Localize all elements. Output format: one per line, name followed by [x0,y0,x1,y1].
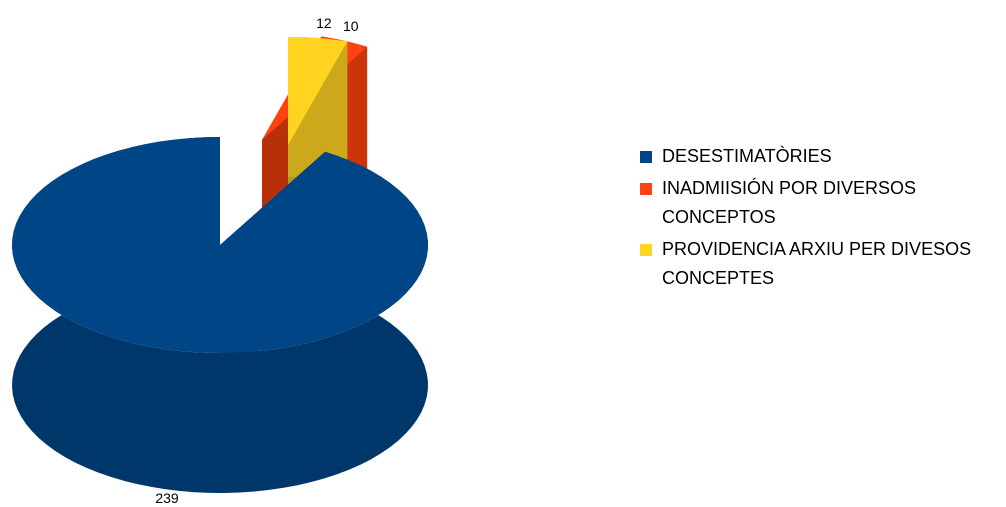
value-label: 10 [343,18,359,34]
value-label: 12 [316,15,332,31]
legend-swatch [640,244,652,256]
legend: DESESTIMATÒRIES INADMIISIÓN POR DIVERSOS … [640,142,990,296]
slice [12,137,428,353]
legend-swatch [640,183,652,195]
slice [288,37,348,145]
legend-item: INADMIISIÓN POR DIVERSOS CONCEPTOS [640,174,990,232]
legend-label: INADMIISIÓN POR DIVERSOS CONCEPTOS [662,178,917,227]
legend-item: DESESTIMATÒRIES [640,142,990,171]
legend-label: PROVIDENCIA ARXIU PER DIVESOS CONCEPTES [662,239,972,288]
legend-item: PROVIDENCIA ARXIU PER DIVESOS CONCEPTES [640,235,990,293]
legend-label: DESESTIMATÒRIES [662,146,832,166]
value-label: 239 [155,490,179,506]
legend-swatch [640,151,652,163]
